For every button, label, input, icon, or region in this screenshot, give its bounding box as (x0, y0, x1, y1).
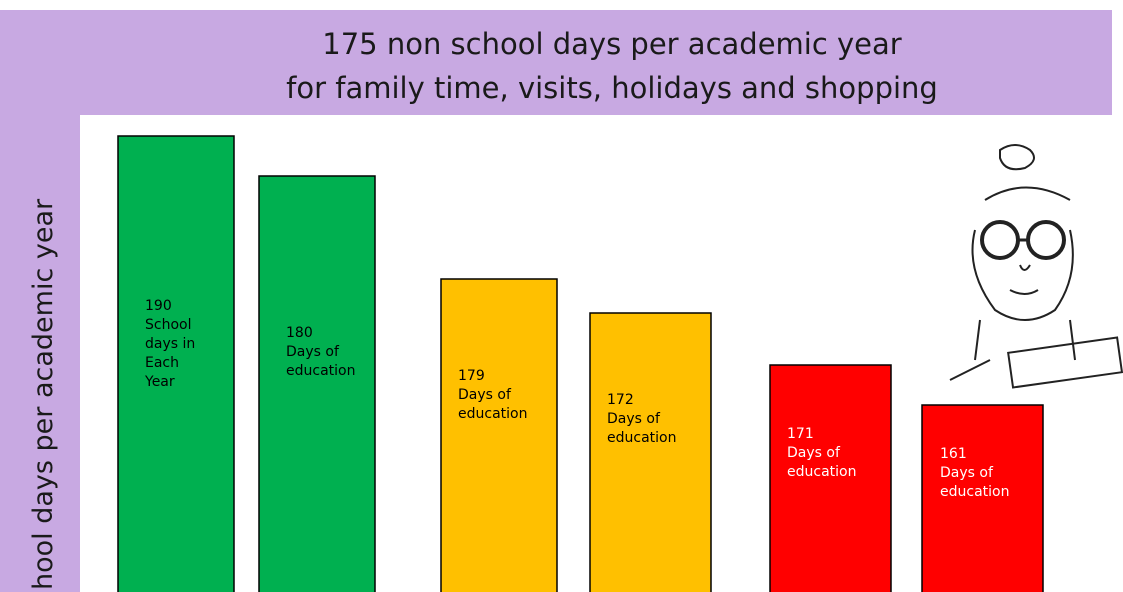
bar (259, 176, 375, 592)
bar-label-line: School (145, 317, 191, 333)
title-line: for family time, visits, holidays and sh… (286, 71, 938, 105)
bar-label-line: Days of (607, 411, 661, 427)
bar-label-line: Days of (286, 344, 340, 360)
bar-label-line: education (458, 406, 527, 422)
bar-label-line: 180 (286, 325, 313, 341)
bar (590, 313, 711, 592)
bar-label-line: days in (145, 336, 195, 352)
bar-label-line: Days of (787, 445, 841, 461)
bar-label-line: Days of (940, 465, 994, 481)
bar-label-line: Year (144, 374, 175, 390)
bar-label-line: 171 (787, 426, 814, 442)
title-line: 175 non school days per academic year (322, 27, 902, 61)
bar-label-line: education (607, 430, 676, 446)
bar-label-line: education (787, 464, 856, 480)
bar-label-line: Each (145, 355, 179, 371)
cartoon (945, 140, 1123, 390)
slide: 175 non school days per academic year fo… (0, 0, 1123, 592)
bar (441, 279, 557, 592)
bar-label-line: Days of (458, 387, 512, 403)
bar-label-line: education (940, 484, 1009, 500)
bar-label-line: 190 (145, 298, 172, 314)
bar-label-line: 179 (458, 368, 485, 384)
bar-label-line: education (286, 363, 355, 379)
bar-label-line: 161 (940, 446, 967, 462)
bar-label-line: 172 (607, 392, 634, 408)
side-label: hool days per academic year (28, 198, 59, 590)
